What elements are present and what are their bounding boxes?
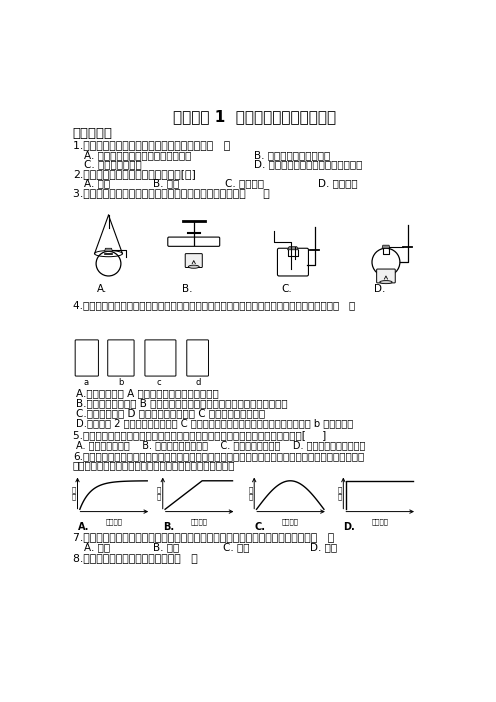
Text: 反应时间: 反应时间 [190, 519, 208, 525]
Text: C. 氧气不易溶于水: C. 氧气不易溶于水 [84, 159, 141, 169]
Text: B.: B. [182, 284, 192, 294]
Text: D. 红磷: D. 红磷 [310, 543, 337, 552]
Text: 质
量: 质 量 [72, 486, 76, 501]
Text: a: a [84, 378, 89, 388]
Text: 1.下列关于氧气物理性质的描述中，错误的是（   ）: 1.下列关于氧气物理性质的描述中，错误的是（ ） [73, 140, 230, 150]
Text: b: b [118, 378, 123, 388]
Text: A.: A. [97, 284, 107, 294]
Text: 5.实验室采用排水法收集氧气时，需将导气管伸入盛满水的集气瓶，这个操作应在[     ]: 5.实验室采用排水法收集氧气时，需将导气管伸入盛满水的集气瓶，这个操作应在[ ] [73, 430, 326, 440]
Polygon shape [288, 246, 299, 250]
Ellipse shape [380, 281, 392, 284]
Text: B.: B. [163, 522, 174, 532]
Text: 反应时间: 反应时间 [106, 519, 123, 525]
Text: C.: C. [281, 284, 292, 294]
Text: C. 镁条: C. 镁条 [223, 543, 249, 552]
Text: 质
量: 质 量 [337, 486, 342, 501]
Text: 一、选择题: 一、选择题 [73, 127, 113, 140]
Text: C.小芳认为装置 D 收集到的氧气比装置 C 收集到的氧气更纯净: C.小芳认为装置 D 收集到的氧气比装置 C 收集到的氧气更纯净 [76, 409, 265, 418]
Text: A. 加热固体药品前    B. 与加热固体药品同时    C. 开始有气泡放出时    D. 气泡连续并均匀放出时: A. 加热固体药品前 B. 与加热固体药品同时 C. 开始有气泡放出时 D. 气… [76, 440, 366, 450]
Text: D.小华用图 2 中的装置来代替装置 C 收集氧气时，应将带火星的小木条放在导气管 b 处进行验满: D.小华用图 2 中的装置来代替装置 C 收集氧气时，应将带火星的小木条放在导气… [76, 418, 353, 428]
FancyBboxPatch shape [376, 269, 395, 283]
Text: B. 鐵丝: B. 鐵丝 [153, 543, 180, 552]
Text: A. 氮气: A. 氮气 [84, 178, 110, 188]
Ellipse shape [188, 265, 199, 268]
Text: B.小明认为若将装置 B 中的长颈漏斗换成分液漏斗就可以控制反应的速率: B.小明认为若将装置 B 中的长颈漏斗换成分液漏斗就可以控制反应的速率 [76, 399, 288, 409]
Text: B. 液态是没有颜色的液体: B. 液态是没有颜色的液体 [254, 150, 330, 159]
Text: 实验活动 1  氧气的实验室制取与性质: 实验活动 1 氧气的实验室制取与性质 [173, 109, 336, 124]
Text: 质
量: 质 量 [157, 486, 161, 501]
FancyBboxPatch shape [185, 253, 202, 267]
Text: 8.如图所示的实验操作中正确的是（   ）: 8.如图所示的实验操作中正确的是（ ） [73, 553, 197, 563]
Text: 正确的是（横轴表示反应时间，纵轴表示生成氧气的质量）: 正确的是（横轴表示反应时间，纵轴表示生成氧气的质量） [73, 460, 235, 470]
Polygon shape [382, 245, 390, 249]
Text: 反应时间: 反应时间 [371, 519, 388, 525]
Text: D. 稀有气体: D. 稀有气体 [318, 178, 358, 188]
Text: 3.实验室加热高閔酸钒制氧气，可直接采用的发生装置是（     ）: 3.实验室加热高閔酸钒制氧气，可直接采用的发生装置是（ ） [73, 188, 270, 198]
Text: A.: A. [77, 522, 89, 532]
Text: c: c [157, 378, 161, 388]
Text: D.: D. [343, 522, 355, 532]
Text: A. 通常情况下氧气是无色无味的气体: A. 通常情况下氧气是无色无味的气体 [84, 150, 191, 159]
Text: C. 二氧化碳: C. 二氧化碳 [225, 178, 264, 188]
Text: A. 木炭: A. 木炭 [84, 543, 110, 552]
Text: 4.育才中学化学兴趣小组的同学准备用下图装置在实验室制取并收集氧气，下列说法错误的是（   ）: 4.育才中学化学兴趣小组的同学准备用下图装置在实验室制取并收集氧气，下列说法错误… [73, 300, 355, 310]
Text: A.小伟认为装置 A 加热前试管内的物质是纯净物: A.小伟认为装置 A 加热前试管内的物质是纯净物 [76, 388, 219, 399]
Text: B. 氧气: B. 氧气 [153, 178, 180, 188]
Text: D. 相同条件下氧气的密度比空气略大: D. 相同条件下氧气的密度比空气略大 [254, 159, 363, 169]
Text: C.: C. [254, 522, 265, 532]
Text: 质
量: 质 量 [248, 486, 252, 501]
Text: 2.空气中能使食物变质的主要气体是[　]: 2.空气中能使食物变质的主要气体是[ ] [73, 169, 196, 179]
Text: D.: D. [374, 284, 386, 294]
Polygon shape [105, 249, 113, 251]
Text: d: d [195, 378, 201, 388]
Text: 6.如图是实验室用过氧化氢溶液与二氧化锶混合制取氧气时，生成氧气的质量随时间的变化关系图，其中: 6.如图是实验室用过氧化氢溶液与二氧化锶混合制取氧气时，生成氧气的质量随时间的变… [73, 451, 364, 461]
Text: 反应时间: 反应时间 [282, 519, 299, 525]
Text: 7.要除去密闭容器内空气中的氧气，并不混入其他气体，在其中燃烧的可燃物应选（   ）: 7.要除去密闭容器内空气中的氧气，并不混入其他气体，在其中燃烧的可燃物应选（ ） [73, 532, 334, 543]
